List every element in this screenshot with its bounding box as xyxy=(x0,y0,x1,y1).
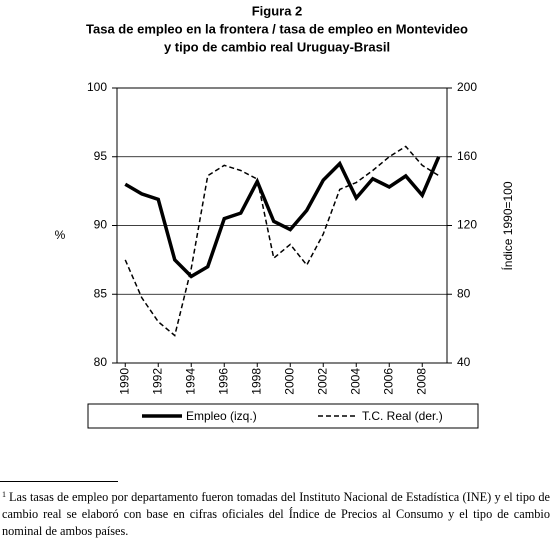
y2-tick-label: 120 xyxy=(457,218,477,232)
y2-tick-label: 200 xyxy=(457,80,477,94)
x-tick-label: 1992 xyxy=(150,368,164,395)
legend-label: Empleo (izq.) xyxy=(186,409,257,423)
x-tick-label: 1994 xyxy=(183,368,197,395)
x-tick-label: 1996 xyxy=(216,368,230,395)
x-tick-label: 1990 xyxy=(117,368,131,395)
y2-tick-label: 40 xyxy=(457,355,471,369)
x-tick-label: 2008 xyxy=(414,368,428,395)
chart-title: Figura 2 xyxy=(252,3,303,18)
y2-tick-label: 80 xyxy=(457,286,471,300)
footnote: 1 Las tasas de empleo por departamento fu… xyxy=(2,486,550,540)
y2-tick-label: 160 xyxy=(457,149,477,163)
y-tick-label: 100 xyxy=(87,80,107,94)
x-tick-label: 2000 xyxy=(282,368,296,395)
chart: Figura 2 Tasa de empleo en la frontera /… xyxy=(55,3,515,429)
y-tick-label: 95 xyxy=(94,149,108,163)
legend-box xyxy=(87,403,479,429)
series-line xyxy=(124,145,440,337)
y-tick-label: 90 xyxy=(94,218,108,232)
chart-title: Tasa de empleo en la frontera / tasa de … xyxy=(86,21,468,36)
series-line xyxy=(124,156,441,279)
y2-axis-label: Índice 1990=100 xyxy=(500,181,515,270)
footnote-marker: 1 xyxy=(2,490,6,499)
x-tick-label: 2002 xyxy=(315,368,329,395)
footnote-text: Las tasas de empleo por departamento fue… xyxy=(2,490,550,538)
legend-label: T.C. Real (der.) xyxy=(362,409,443,423)
plot-frame xyxy=(116,87,448,364)
x-tick-label: 1998 xyxy=(249,368,263,395)
chart-title: y tipo de cambio real Uruguay-Brasil xyxy=(164,39,390,54)
x-tick-label: 2006 xyxy=(381,368,395,395)
x-tick-label: 2004 xyxy=(348,368,362,395)
footnote-rule xyxy=(0,481,118,482)
y-axis-label: % xyxy=(55,228,66,242)
y-tick-label: 85 xyxy=(94,286,108,300)
y-tick-label: 80 xyxy=(94,355,108,369)
